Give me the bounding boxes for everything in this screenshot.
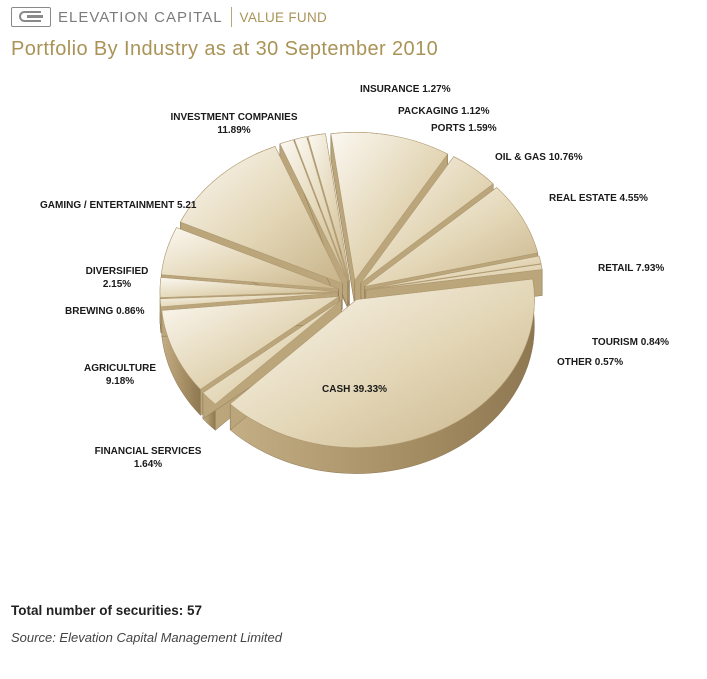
- data-label-investment-companies: INVESTMENT COMPANIES 11.89%: [170, 112, 297, 136]
- data-label-packaging: PACKAGING 1.12%: [398, 106, 490, 117]
- chart-title: Portfolio By Industry as at 30 September…: [11, 38, 439, 60]
- data-label-cash: CASH 39.33%: [322, 384, 387, 395]
- fund-name: VALUE FUND: [239, 9, 328, 25]
- data-label-other: OTHER 0.57%: [557, 357, 623, 368]
- data-label-financial-services: FINANCIAL SERVICES 1.64%: [95, 446, 202, 470]
- data-label-insurance: INSURANCE 1.27%: [360, 84, 451, 95]
- elevation-capital-logo-icon: [11, 7, 51, 27]
- pie-slice-cash: [229, 278, 535, 474]
- data-label-brewing: BREWING 0.86%: [65, 306, 145, 317]
- brand-name: ELEVATION CAPITAL: [58, 8, 223, 26]
- total-securities: Total number of securities: 57: [11, 603, 203, 618]
- data-label-oil-gas: OIL & GAS 10.76%: [495, 152, 583, 163]
- header: ELEVATION CAPITAL VALUE FUND: [11, 6, 327, 28]
- data-label-tourism: TOURISM 0.84%: [592, 337, 669, 348]
- data-label-ports: PORTS 1.59%: [431, 123, 497, 134]
- data-label-real-estate: REAL ESTATE 4.55%: [549, 193, 648, 204]
- source-note: Source: Elevation Capital Management Lim…: [11, 630, 282, 645]
- data-label-diversified: DIVERSIFIED 2.15%: [86, 266, 149, 290]
- data-label-retail: RETAIL 7.93%: [598, 263, 664, 274]
- header-divider: [230, 7, 232, 27]
- pie-chart: CASH 39.33% FINANCIAL SERVICES 1.64% AGRICU…: [40, 84, 669, 474]
- data-label-agriculture: AGRICULTURE 9.18%: [84, 363, 156, 387]
- data-label-gaming-entertainment: GAMING / ENTERTAINMENT 5.21: [40, 200, 197, 211]
